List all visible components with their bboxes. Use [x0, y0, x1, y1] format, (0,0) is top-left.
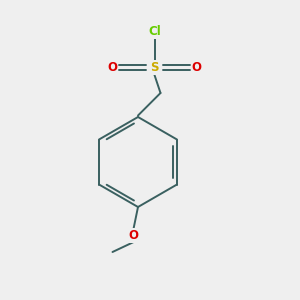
Text: O: O [107, 61, 118, 74]
Text: Cl: Cl [148, 25, 161, 38]
Text: O: O [191, 61, 202, 74]
Text: S: S [150, 61, 159, 74]
Text: O: O [128, 229, 139, 242]
